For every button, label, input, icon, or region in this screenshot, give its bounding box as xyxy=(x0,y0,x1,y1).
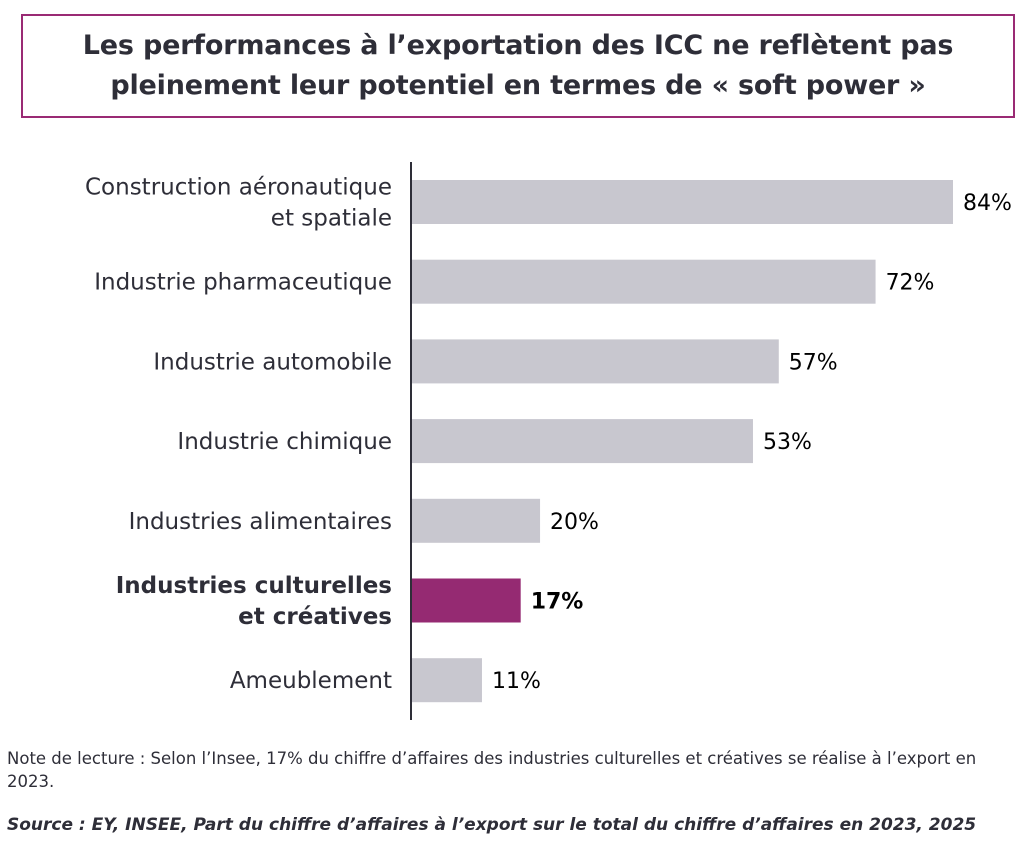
category-label-1-0: Industrie pharmaceutique xyxy=(94,270,392,296)
category-label-0-1: et spatiale xyxy=(271,206,392,232)
value-label-3: 53% xyxy=(763,430,812,455)
category-label-4-0: Industries alimentaires xyxy=(129,509,392,535)
bar-0 xyxy=(411,180,953,224)
bar-6 xyxy=(411,658,482,703)
bar-2 xyxy=(411,339,779,384)
title-box: Les performances à l’exportation des ICC… xyxy=(21,14,1015,118)
chart-title-line-2: pleinement leur potentiel en termes de «… xyxy=(110,70,926,101)
source-note: Source : EY, INSEE, Part du chiffre d’af… xyxy=(7,815,977,835)
chart-title-line-1: Les performances à l’exportation des ICC… xyxy=(82,30,954,61)
category-label-2-0: Industrie automobile xyxy=(153,349,392,375)
value-label-4: 20% xyxy=(550,510,599,535)
value-label-5: 17% xyxy=(531,590,584,615)
category-label-6-0: Ameublement xyxy=(230,668,392,694)
bar-3 xyxy=(411,419,753,464)
category-label-5-1: et créatives xyxy=(238,604,392,630)
category-label-0-0: Construction aéronautique xyxy=(85,175,392,201)
value-label-2: 57% xyxy=(789,350,838,375)
category-label-5-0: Industries culturelles xyxy=(116,573,392,599)
value-label-1: 72% xyxy=(886,271,935,296)
value-label-6: 11% xyxy=(492,669,541,694)
bar-4 xyxy=(411,498,541,543)
bar-chart: 84% Construction aéronautique et spatiale 7… xyxy=(85,162,1012,720)
category-label-3-0: Industrie chimique xyxy=(177,429,392,455)
bar-1 xyxy=(411,259,876,304)
bar-5 xyxy=(411,578,521,623)
reading-note: Note de lecture : Selon l’Insee, 17% du … xyxy=(7,749,977,791)
value-label-0: 84% xyxy=(963,191,1012,216)
